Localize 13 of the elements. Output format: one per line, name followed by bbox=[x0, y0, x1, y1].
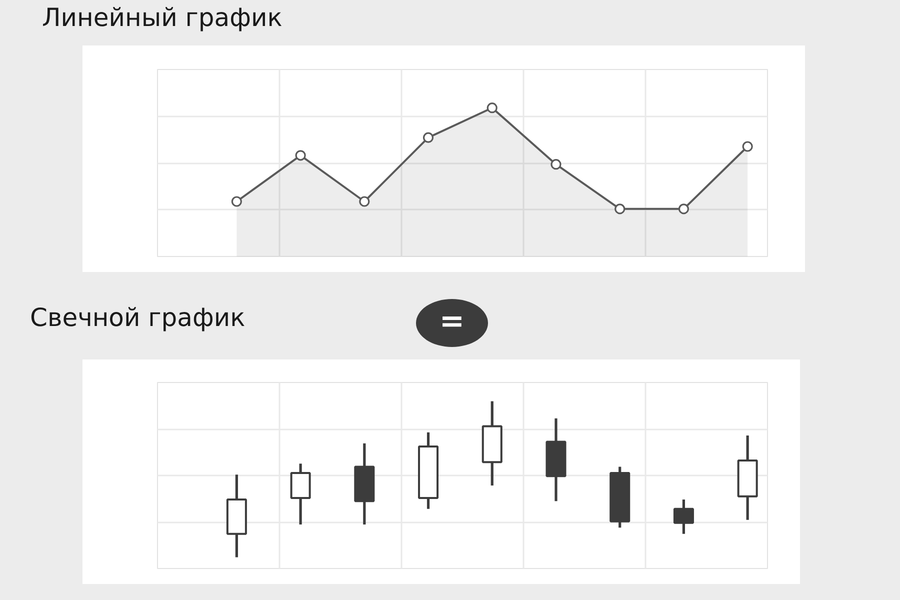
point bbox=[742, 141, 753, 152]
point bbox=[359, 196, 370, 207]
chart-title: Линейный график bbox=[42, 2, 282, 34]
point bbox=[231, 196, 242, 207]
point bbox=[295, 150, 306, 161]
point bbox=[678, 204, 690, 214]
candlestick bbox=[673, 498, 694, 536]
text: = bbox=[439, 303, 465, 341]
chart-title: Свечной график bbox=[30, 302, 246, 334]
point bbox=[422, 132, 434, 143]
point bbox=[486, 102, 498, 114]
point bbox=[550, 159, 562, 170]
point bbox=[614, 204, 626, 214]
